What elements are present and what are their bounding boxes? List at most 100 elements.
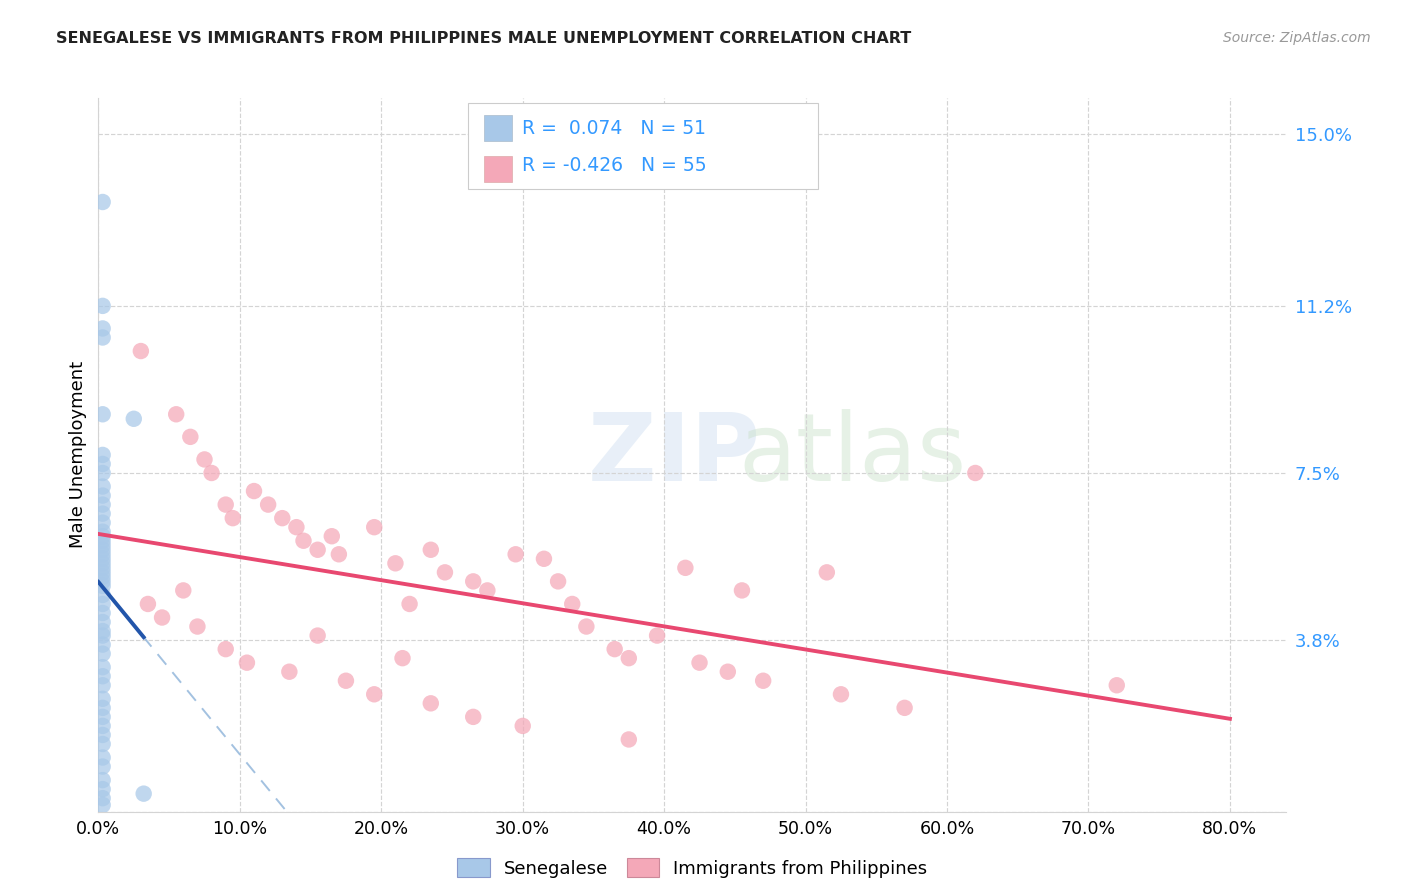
Point <box>91 782 114 797</box>
Point <box>91 524 114 539</box>
Point <box>91 638 114 652</box>
Point <box>91 194 114 209</box>
Point <box>236 656 259 670</box>
Point <box>419 542 441 557</box>
Point <box>91 797 114 812</box>
Point <box>815 566 838 580</box>
Point <box>91 669 114 683</box>
Point <box>91 407 114 421</box>
Point <box>547 574 569 589</box>
Point <box>91 570 114 584</box>
Point <box>91 321 114 335</box>
Point <box>91 557 114 571</box>
Point <box>463 710 485 724</box>
Point <box>307 629 329 643</box>
Point <box>363 520 385 534</box>
Point <box>215 642 238 657</box>
Point <box>717 665 740 679</box>
Point <box>561 597 583 611</box>
Point <box>136 597 159 611</box>
Point <box>603 642 626 657</box>
Point <box>91 678 114 692</box>
Point <box>91 507 114 521</box>
Point <box>91 330 114 344</box>
Point <box>129 344 152 359</box>
Point <box>278 665 301 679</box>
Point <box>91 750 114 764</box>
Text: Source: ZipAtlas.com: Source: ZipAtlas.com <box>1223 31 1371 45</box>
Point <box>391 651 413 665</box>
Point <box>433 566 456 580</box>
Point <box>830 687 852 701</box>
Point <box>91 728 114 742</box>
Point <box>321 529 343 543</box>
Point <box>91 479 114 493</box>
Text: R = -0.426   N = 55: R = -0.426 N = 55 <box>522 156 706 176</box>
Text: R =  0.074   N = 51: R = 0.074 N = 51 <box>522 119 706 137</box>
Point <box>91 498 114 512</box>
Point <box>222 511 245 525</box>
Point <box>91 466 114 480</box>
Point <box>893 701 915 715</box>
Point <box>91 710 114 724</box>
Point <box>132 787 155 801</box>
Text: SENEGALESE VS IMMIGRANTS FROM PHILIPPINES MALE UNEMPLOYMENT CORRELATION CHART: SENEGALESE VS IMMIGRANTS FROM PHILIPPINE… <box>56 31 911 46</box>
Text: atlas: atlas <box>738 409 967 501</box>
Point <box>91 489 114 503</box>
Point <box>335 673 357 688</box>
Point <box>398 597 420 611</box>
Point <box>91 606 114 620</box>
Point <box>91 457 114 471</box>
Point <box>172 583 194 598</box>
Point <box>91 566 114 580</box>
Point <box>689 656 711 670</box>
Point <box>752 673 775 688</box>
Point <box>91 615 114 629</box>
Point <box>91 574 114 589</box>
Point <box>292 533 315 548</box>
Point <box>512 719 534 733</box>
Point <box>285 520 308 534</box>
Point <box>363 687 385 701</box>
Point <box>328 547 350 561</box>
Point <box>91 791 114 805</box>
Point <box>186 619 208 633</box>
Point <box>533 551 555 566</box>
Point <box>91 701 114 715</box>
Point <box>91 759 114 773</box>
Point <box>91 691 114 706</box>
Point <box>165 407 187 421</box>
Point <box>91 597 114 611</box>
Point <box>965 466 987 480</box>
Point <box>122 411 145 425</box>
Point <box>617 651 640 665</box>
Point <box>243 484 266 499</box>
Point <box>193 452 215 467</box>
Point <box>91 551 114 566</box>
Point <box>1105 678 1128 692</box>
Y-axis label: Male Unemployment: Male Unemployment <box>69 361 87 549</box>
Point <box>91 647 114 661</box>
Point <box>91 538 114 552</box>
Point <box>271 511 294 525</box>
Point <box>200 466 222 480</box>
Point <box>91 299 114 313</box>
Point <box>91 448 114 462</box>
Point <box>505 547 527 561</box>
Point <box>91 561 114 575</box>
Point <box>384 557 406 571</box>
Point <box>91 588 114 602</box>
Text: ZIP: ZIP <box>588 409 761 501</box>
Point <box>91 660 114 674</box>
Legend: Senegalese, Immigrants from Philippines: Senegalese, Immigrants from Philippines <box>450 851 935 885</box>
Point <box>463 574 485 589</box>
Point <box>91 737 114 751</box>
Point <box>257 498 280 512</box>
Point <box>91 533 114 548</box>
Point <box>91 547 114 561</box>
Point <box>307 542 329 557</box>
Point <box>91 529 114 543</box>
Point <box>575 619 598 633</box>
Point <box>645 629 668 643</box>
Point <box>617 732 640 747</box>
